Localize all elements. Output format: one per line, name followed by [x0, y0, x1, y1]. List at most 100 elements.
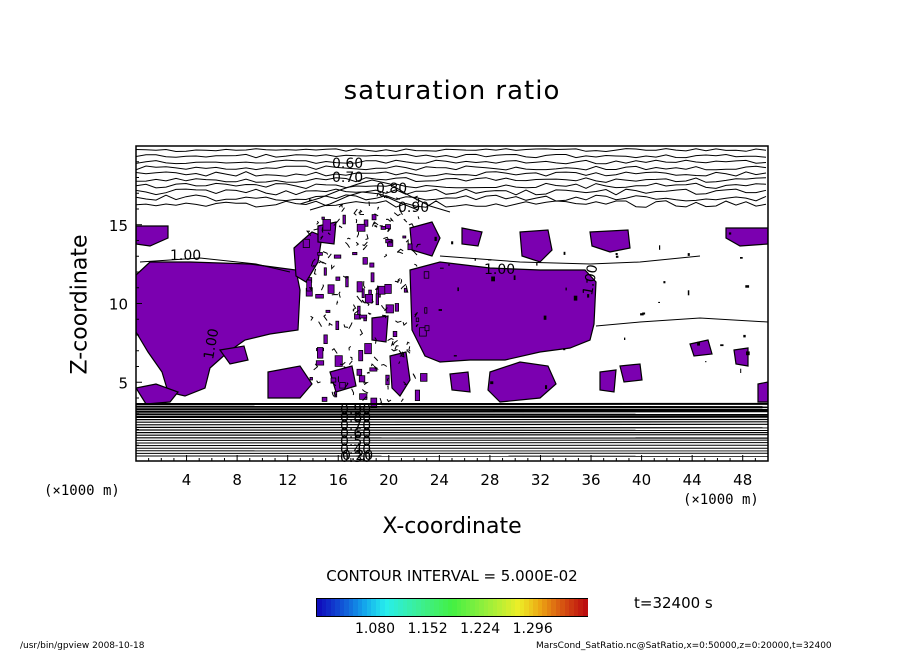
supersaturated-region — [329, 365, 357, 393]
contour-line — [383, 253, 388, 258]
contour-line — [373, 356, 379, 362]
contour-label: 1.00 — [484, 262, 515, 278]
colorbar-swatch — [429, 599, 435, 616]
colorbar-swatch — [447, 599, 453, 616]
supersaturated-speck — [356, 368, 363, 376]
colorbar-swatch — [488, 599, 494, 616]
contour-line — [366, 301, 370, 306]
contour-line — [393, 212, 401, 217]
colorbar-swatch — [564, 599, 570, 616]
supersaturated-region — [449, 371, 471, 393]
colorbar-tick: 1.080 — [355, 621, 396, 637]
supersaturated-region — [589, 229, 631, 253]
x-tick-label: 48 — [733, 471, 752, 489]
contour-line — [362, 396, 368, 402]
colorbar-swatch — [339, 599, 345, 616]
colorbar-swatch — [402, 599, 408, 616]
contour-label: 0.50 — [340, 434, 371, 450]
colorbar-swatch — [515, 599, 521, 616]
contour-line — [595, 317, 768, 327]
contour-label: 0.90 — [398, 200, 429, 216]
contour-line — [381, 304, 385, 310]
contour-fragment — [451, 241, 454, 245]
contour-line — [353, 303, 357, 310]
colorbar-swatch — [456, 599, 462, 616]
supersaturated-speck — [317, 252, 323, 256]
x-tick-label: 28 — [480, 471, 499, 489]
supersaturated-speck — [321, 216, 325, 220]
colorbar-swatch — [492, 599, 498, 616]
contour-line — [415, 323, 419, 328]
contour-line — [321, 227, 324, 233]
contour-fragment — [687, 290, 690, 296]
contour-line — [343, 366, 347, 369]
contour-line — [343, 382, 349, 389]
contour-line — [136, 177, 767, 183]
contour-line — [331, 347, 338, 354]
colorbar-swatch — [578, 599, 584, 616]
contour-line — [333, 218, 340, 226]
supersaturated-speck — [420, 373, 428, 382]
colorbar-swatch — [389, 599, 395, 616]
contour-label: 0.30 — [340, 450, 371, 466]
supersaturated-speck — [322, 219, 331, 231]
colorbar-swatch — [546, 599, 552, 616]
x-tick-label: 8 — [232, 471, 242, 489]
contour-line — [375, 285, 379, 290]
contour-line — [309, 287, 314, 290]
supersaturated-region — [461, 227, 483, 247]
contour-line — [136, 171, 767, 177]
colorbar-swatch — [353, 599, 359, 616]
contour-fragment — [663, 281, 666, 284]
contour-fragment — [490, 381, 494, 385]
contour-line — [348, 346, 352, 351]
contour-line — [371, 363, 375, 367]
colorbar-swatch — [582, 599, 588, 616]
contour-line — [323, 314, 328, 321]
supersaturated-speck — [323, 267, 327, 276]
y-axis-label: Z-coordinate — [67, 234, 93, 375]
colorbar-swatch — [407, 599, 413, 616]
contour-line — [398, 361, 401, 365]
contour-line — [406, 349, 411, 354]
contour-line — [306, 230, 312, 237]
colorbar-swatch — [330, 599, 336, 616]
supersaturated-speck — [392, 330, 398, 337]
colorbar-swatch — [371, 599, 377, 616]
supersaturated-speck — [362, 257, 368, 265]
contour-line — [309, 191, 419, 211]
contour-line — [371, 222, 376, 227]
supersaturated-region — [487, 361, 557, 403]
supersaturated-speck — [325, 309, 331, 313]
contour-line — [414, 312, 418, 318]
supersaturated-speck — [423, 271, 430, 279]
supersaturated-region — [619, 363, 643, 383]
contour-line — [136, 188, 767, 196]
contour-line — [386, 377, 389, 382]
contour-label: 0.70 — [340, 418, 371, 434]
colorbar-swatch — [479, 599, 485, 616]
contour-line — [139, 257, 291, 273]
contour-line — [136, 182, 767, 190]
supersaturated-speck — [316, 347, 324, 359]
x-tick-label: 24 — [430, 471, 449, 489]
supersaturated-region — [599, 369, 617, 393]
supersaturated-speck — [345, 276, 349, 288]
contour-line — [392, 339, 398, 346]
supersaturated-region — [725, 227, 768, 247]
contour-fragment — [720, 344, 724, 347]
contour-line — [408, 346, 411, 352]
contour-line — [136, 423, 768, 426]
contour-line — [374, 337, 377, 344]
contour-line — [361, 299, 366, 304]
contour-fragment — [746, 351, 750, 356]
contour-fragment — [563, 251, 566, 255]
contour-line — [396, 251, 404, 255]
supersaturated-region — [371, 315, 389, 343]
contour-line — [362, 244, 368, 251]
colorbar-tick: 1.152 — [407, 621, 448, 637]
colorbar-swatch — [366, 599, 372, 616]
x-unit-left: (×1000 m) — [44, 483, 120, 499]
contour-line — [405, 239, 409, 246]
contour-line — [403, 218, 408, 223]
